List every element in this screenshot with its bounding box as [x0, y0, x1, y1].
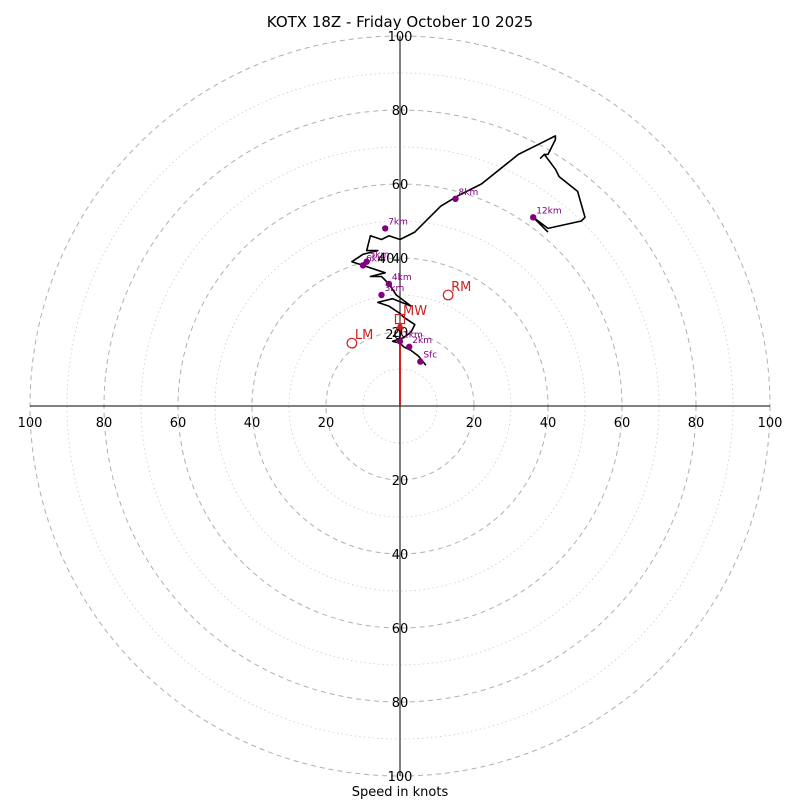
height-marker-6km: [359, 262, 367, 269]
overlay-labels: 40 20: [378, 252, 402, 343]
height-label-6km: 6km: [366, 254, 386, 264]
storm-marker-rm: [442, 289, 454, 301]
tick-label-top-1: 80: [392, 104, 409, 119]
height-marker-12km: [530, 214, 537, 221]
tick-label-left-0: 100: [18, 416, 43, 431]
axis-tick-labels: 100 80 60 40 20 20 40 60 80 100 100 80 60 40 20 20 40 60 8…: [18, 30, 783, 785]
height-marker-7km: [382, 225, 389, 232]
tick-label-left-4: 20: [318, 416, 335, 431]
height-label-12km: 12km: [536, 206, 561, 216]
tick-label-right-2: 60: [614, 416, 631, 431]
tick-label-bottom-4: 100: [388, 770, 413, 785]
tick-label-top-0: 100: [388, 30, 413, 45]
height-label-4km: 4km: [392, 273, 412, 283]
storm-label-lm: LM: [355, 328, 373, 343]
height-label-sfc: Sfc: [423, 351, 437, 361]
height-label-1km: 1km: [403, 330, 423, 340]
hodograph-line-group: [351, 135, 586, 366]
mean-wind-arrowhead: [396, 321, 404, 330]
height-marker-4km: [385, 280, 393, 288]
height-marker-8km: [452, 195, 459, 202]
tick-label-right-0: 20: [466, 416, 483, 431]
height-marker-3km: [378, 291, 385, 299]
tick-label-right-4: 100: [758, 416, 783, 431]
chart-title: KOTX 18Z - Friday October 10 2025: [267, 13, 533, 31]
tick-label-right-3: 80: [688, 416, 705, 431]
x-axis-label: Speed in knots: [352, 785, 449, 800]
storm-marker-lm: [346, 337, 358, 349]
tick-label-left-3: 40: [244, 416, 261, 431]
height-label-3km: 3km: [385, 284, 405, 294]
height-marker-2km: [406, 343, 413, 350]
height-marker-1km: [396, 338, 404, 345]
height-label-8km: 8km: [459, 188, 479, 198]
storm-marker-mw: [394, 313, 406, 325]
tick-label-top-2: 60: [392, 178, 409, 193]
tick-label-bottom-1: 40: [392, 548, 409, 563]
tick-label-bottom-3: 80: [392, 696, 409, 711]
tick-label-bottom-0: 20: [392, 474, 409, 489]
tick-label-top-3: 40: [392, 252, 409, 267]
storm-label-rm: RM: [451, 280, 471, 295]
tick-label-right-1: 40: [540, 416, 557, 431]
storm-motion-markers: RM LM MW: [346, 280, 471, 349]
tick-label-left-2: 60: [170, 416, 187, 431]
height-label-5km: 5km: [370, 251, 390, 261]
height-marker-sfc: [417, 358, 424, 365]
height-label-2km: 2km: [412, 336, 432, 346]
storm-label-mw: MW: [403, 304, 427, 319]
hodograph-line: [351, 135, 586, 366]
height-label-7km: 7km: [388, 217, 408, 227]
overlay-label-1: 20: [385, 328, 402, 343]
tick-label-left-1: 80: [96, 416, 113, 431]
overlay-label-0: 40: [378, 252, 395, 267]
tick-label-bottom-2: 60: [392, 622, 409, 637]
